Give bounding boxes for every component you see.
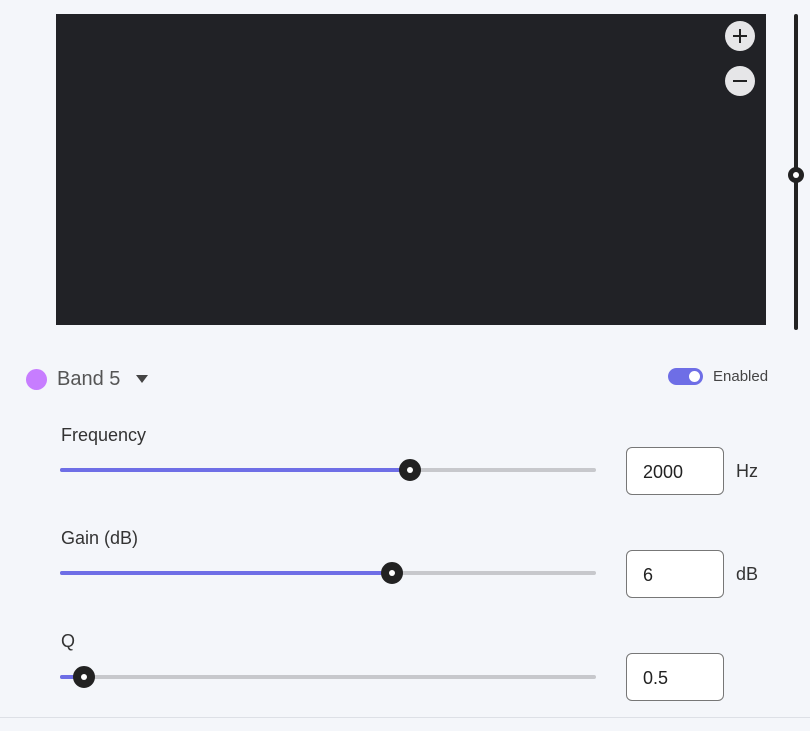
q-label: Q [61, 631, 76, 651]
frequency-unit: Hz [736, 461, 758, 481]
band-label: Band 5 [57, 368, 121, 390]
dropdown-arrow [136, 375, 148, 383]
q-slider[interactable] [60, 666, 596, 688]
bottom-divider [0, 717, 810, 718]
frequency-label: Frequency [61, 425, 147, 445]
eq-graph [56, 14, 804, 330]
frequency-input[interactable]: 2000 [626, 447, 724, 495]
zoom-in-button[interactable] [725, 21, 755, 51]
q-input[interactable]: 0.5 [626, 653, 724, 701]
gain-label: Gain (dB) [61, 528, 139, 548]
vertical-zoom-slider[interactable] [788, 14, 804, 330]
gain-input[interactable]: 6 [626, 550, 724, 598]
frequency-slider[interactable] [60, 459, 596, 481]
toggle-label: Enabled [713, 368, 769, 385]
toggle-knob [689, 371, 700, 382]
zoom-out-button[interactable] [725, 66, 755, 96]
gain-unit: dB [736, 564, 759, 584]
band-color-dot [26, 369, 47, 390]
gain-slider[interactable] [60, 562, 596, 584]
graph-background [56, 14, 766, 325]
